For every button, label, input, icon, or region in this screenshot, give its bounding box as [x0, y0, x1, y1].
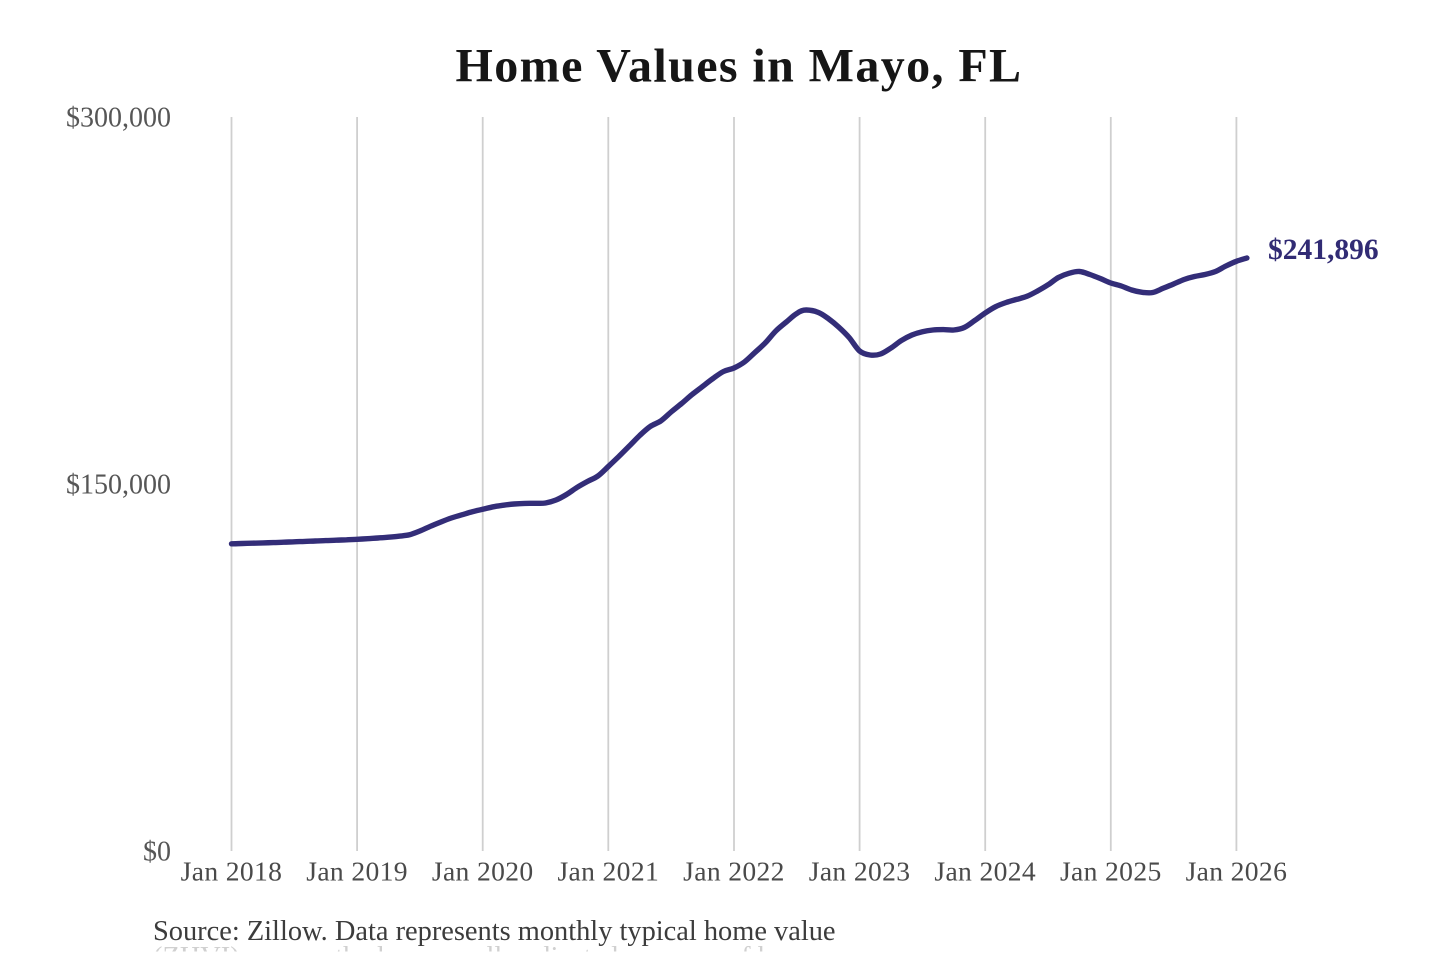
svg-text:Jan 2025: Jan 2025 [1060, 855, 1162, 886]
svg-text:Jan 2023: Jan 2023 [809, 855, 911, 886]
svg-text:Jan 2018: Jan 2018 [181, 855, 283, 886]
svg-text:Jan 2021: Jan 2021 [557, 855, 659, 886]
svg-text:Jan 2019: Jan 2019 [306, 855, 408, 886]
svg-text:$150,000: $150,000 [66, 469, 171, 500]
svg-text:(ZHVI), a smoothed, seasonally: (ZHVI), a smoothed, seasonally adjusted … [153, 942, 821, 960]
svg-text:Jan 2026: Jan 2026 [1186, 855, 1288, 886]
svg-text:Source: Zillow. Data represent: Source: Zillow. Data represents monthly … [153, 916, 836, 947]
svg-text:$241,896: $241,896 [1268, 234, 1379, 266]
svg-text:$300,000: $300,000 [66, 102, 171, 133]
svg-text:Jan 2024: Jan 2024 [934, 855, 1036, 886]
svg-text:Home Values in Mayo, FL: Home Values in Mayo, FL [456, 40, 1023, 93]
svg-text:$0: $0 [143, 836, 171, 867]
svg-text:Jan 2022: Jan 2022 [683, 855, 785, 886]
svg-text:Jan 2020: Jan 2020 [432, 855, 534, 886]
